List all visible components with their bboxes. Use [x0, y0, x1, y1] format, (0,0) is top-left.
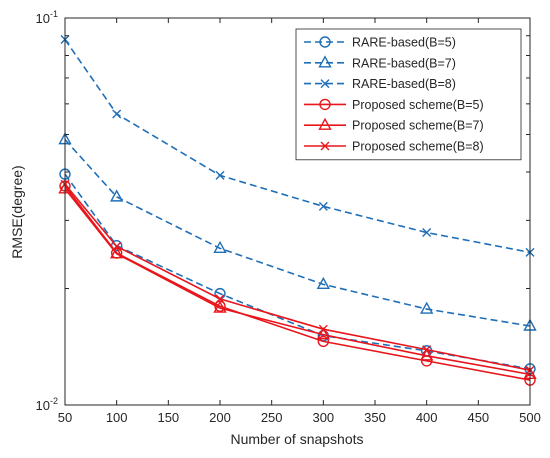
data-point-2-5: [419, 301, 434, 314]
legend-marker-5: [318, 117, 332, 130]
data-point-6-2: [112, 241, 122, 251]
axes-layer: 50 100 150 200 250 300 350 400 450 500 10-2 10-1: [36, 9, 541, 425]
legend-label-1: RARE-based(B=5): [352, 36, 456, 50]
legend-label-2: RARE-based(B=7): [352, 56, 456, 70]
legend-item-5: Proposed scheme(B=7): [304, 117, 484, 133]
data-point-6-4: [318, 324, 328, 334]
legend: RARE-based(B=5) RARE-based(B=7) RARE-based…: [295, 28, 522, 161]
x-tick-label-200: 200: [209, 410, 231, 425]
legend-marker-4: [319, 98, 331, 111]
data-point-2-3: [213, 240, 227, 254]
legend-marker-3: [320, 79, 330, 89]
legend-box: [295, 28, 522, 161]
series-line-3: [64, 39, 531, 254]
data-point-2-2: [109, 189, 124, 202]
series-line-5: [64, 188, 531, 376]
data-point-3-2: [112, 109, 122, 119]
series-6: [60, 179, 535, 375]
x-tick-label-350: 350: [364, 410, 386, 425]
legend-marker-1: [319, 36, 331, 48]
legend-marker-2: [318, 55, 332, 68]
x-tick-label-300: 300: [312, 410, 334, 425]
series-line-2: [64, 139, 531, 327]
data-point-3-4: [318, 201, 328, 211]
y-tick-label-2: 10-1: [36, 9, 58, 26]
x-tick-label-50: 50: [58, 410, 72, 425]
legend-item-1: RARE-based(B=5): [304, 36, 456, 50]
legend-label-6: Proposed scheme(B=8): [352, 140, 484, 154]
y-axis-label: RMSE(degree): [9, 165, 25, 258]
x-tick-label-100: 100: [106, 410, 128, 425]
data-point-6-5: [422, 345, 432, 355]
legend-item-4: Proposed scheme(B=5): [304, 98, 484, 112]
data-point-6-3: [215, 294, 225, 304]
x-tick-label-450: 450: [467, 410, 489, 425]
data-point-5-5: [419, 348, 434, 361]
data-point-5-4: [316, 327, 331, 340]
data-point-5-2: [109, 246, 124, 259]
x-axis-label: Number of snapshots: [230, 431, 363, 447]
legend-marker-6: [320, 141, 330, 151]
x-tick-label-500: 500: [519, 410, 541, 425]
y-tick-label-1: 10-2: [36, 396, 58, 413]
data-point-3-5: [422, 228, 432, 238]
legend-label-3: RARE-based(B=8): [352, 77, 456, 91]
axes-box: [64, 17, 531, 406]
x-tick-label-150: 150: [157, 410, 179, 425]
data-point-3-3: [215, 170, 225, 180]
legend-item-2: RARE-based(B=7): [304, 55, 456, 70]
legend-item-6: Proposed scheme(B=8): [304, 140, 484, 154]
x-tick-label-250: 250: [261, 410, 283, 425]
data-point-5-3: [213, 300, 227, 313]
legend-label-5: Proposed scheme(B=7): [352, 119, 484, 133]
data-point-2-4: [316, 276, 331, 290]
x-tick-label-400: 400: [416, 410, 438, 425]
legend-item-3: RARE-based(B=8): [304, 77, 456, 91]
data-point-4-4: [317, 335, 330, 348]
series-line-6: [64, 183, 531, 371]
legend-label-4: Proposed scheme(B=5): [352, 98, 484, 112]
